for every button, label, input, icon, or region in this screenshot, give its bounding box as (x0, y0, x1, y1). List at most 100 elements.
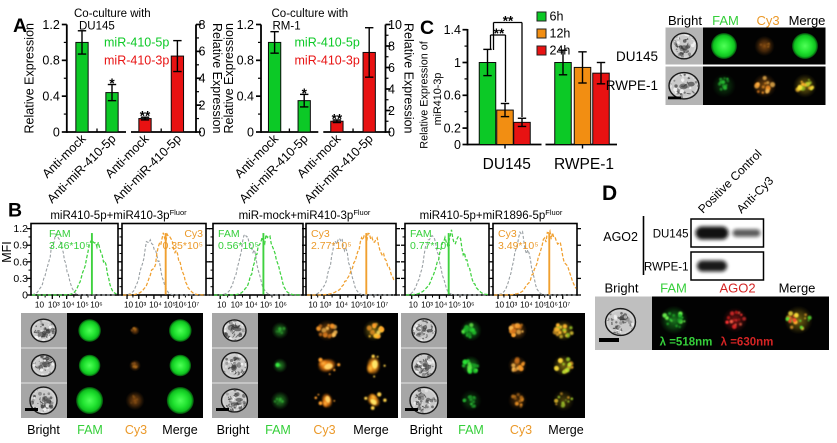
channel-label: Bright (410, 423, 443, 437)
fluorescence-speckle (471, 328, 476, 332)
fluorescence-speckle (807, 315, 812, 320)
fluorescence-speckle (570, 365, 574, 369)
fluorescence-speckle (719, 87, 723, 91)
fluorescence-speckle (134, 401, 137, 404)
x-tick-label: 10⁴ (62, 301, 75, 310)
texture-squiggle (430, 325, 433, 330)
texture-dot (675, 91, 678, 94)
cell-texture (673, 34, 696, 58)
texture-squiggle (233, 406, 237, 409)
texture-squiggle (616, 330, 622, 335)
fluorescence-speckle (131, 362, 134, 365)
organelle (417, 332, 426, 336)
y-tick-label: 0 (199, 125, 206, 139)
cell-halo (31, 388, 56, 413)
y-tick-label: 0 (22, 290, 28, 302)
y-tick-label: 1.2 (13, 223, 28, 235)
cy3-smudge (130, 325, 140, 336)
texture-dot (225, 357, 228, 361)
texture-dot (419, 400, 423, 403)
texture-squiggle (415, 365, 419, 368)
protein-band (697, 260, 727, 272)
texture-dot (419, 334, 421, 336)
texture-dot (417, 358, 418, 360)
fluorescence-speckle (769, 82, 776, 88)
cy3-satellite (318, 357, 323, 362)
texture-squiggle (237, 325, 241, 328)
channel-header: Bright (605, 281, 639, 296)
x-tick-label: 10 (409, 301, 419, 310)
fluorescence-speckle (516, 323, 521, 328)
fluorescence-speckle (519, 405, 523, 408)
texture-dot (628, 320, 632, 325)
texture-squiggle (45, 358, 50, 361)
cy3-satellite (333, 368, 336, 372)
histogram-frame (212, 222, 304, 296)
texture-squiggle (678, 92, 683, 96)
texture-dot (420, 396, 425, 401)
fluorescence-speckle (469, 323, 474, 328)
chart-title: Co-culture with (272, 8, 349, 20)
texture-dot (238, 405, 243, 410)
cell-brightfield (30, 318, 57, 343)
y-tick-label: 0 (247, 125, 254, 139)
texture-dot (41, 398, 46, 402)
organelle (687, 81, 695, 87)
cell-texture (222, 353, 247, 376)
texture-squiggle (612, 326, 617, 330)
fluorescence-speckle (725, 320, 729, 324)
texture-dot (673, 40, 676, 43)
texture-squiggle (43, 365, 48, 368)
y-tick-label: 0.8 (42, 54, 59, 68)
merge-satellite (371, 354, 375, 358)
significance-marker: ** (140, 109, 151, 124)
fluorescence-speckle (469, 395, 473, 399)
cell-texture (225, 389, 247, 412)
legend-label: miR-410-5p (295, 36, 360, 50)
cell-brightfield (411, 318, 437, 343)
texture-dot (677, 53, 681, 57)
wavelength-label: λ =518nm (660, 337, 713, 349)
significance-marker: ** (494, 26, 505, 41)
texture-squiggle (691, 90, 695, 94)
texture-squiggle (33, 331, 40, 334)
texture-dot (617, 316, 620, 319)
fluorescence-speckle (471, 363, 474, 366)
texture-dot (51, 401, 54, 404)
texture-dot (413, 327, 416, 331)
texture-squiggle (421, 408, 424, 412)
y-tick-label: 6 (199, 45, 206, 59)
fluorescence-speckle (281, 400, 284, 403)
texture-dot (40, 373, 45, 376)
stat-value: 3.46*10⁵ (49, 240, 90, 252)
fluorescence-speckle (761, 91, 764, 94)
fluorescence-speckle (756, 82, 760, 86)
fluorescence-speckle (275, 397, 279, 401)
texture-squiggle (622, 322, 627, 324)
texture-squiggle (615, 325, 619, 327)
texture-squiggle (233, 371, 238, 375)
fluorescence-speckle (518, 366, 524, 371)
texture-dot (431, 405, 434, 409)
texture-dot (418, 395, 422, 399)
texture-dot (230, 401, 233, 404)
texture-squiggle (231, 370, 234, 373)
channel-header: Merge (779, 281, 816, 296)
fluorescence-speckle (554, 399, 558, 403)
histogram-curve (494, 230, 576, 296)
x-tick-label: 10⁵ (449, 301, 462, 310)
fam-disc (791, 32, 819, 60)
fluorescence-speckle (132, 327, 135, 330)
legend-label: 6h (550, 10, 564, 24)
texture-squiggle (44, 327, 48, 332)
y-tick-label: 0.4 (42, 89, 59, 103)
cell-brightfield (409, 386, 439, 415)
y-tick-label: 10 (388, 18, 402, 32)
channel-label: Cy3 (125, 423, 147, 437)
x-tick-label: 10⁵ (351, 301, 364, 310)
fluorescence-speckle (472, 368, 478, 374)
fluorescence-speckle (562, 324, 568, 329)
fluorescence-speckle (130, 402, 132, 404)
y-tick-label: 0 (388, 125, 395, 139)
